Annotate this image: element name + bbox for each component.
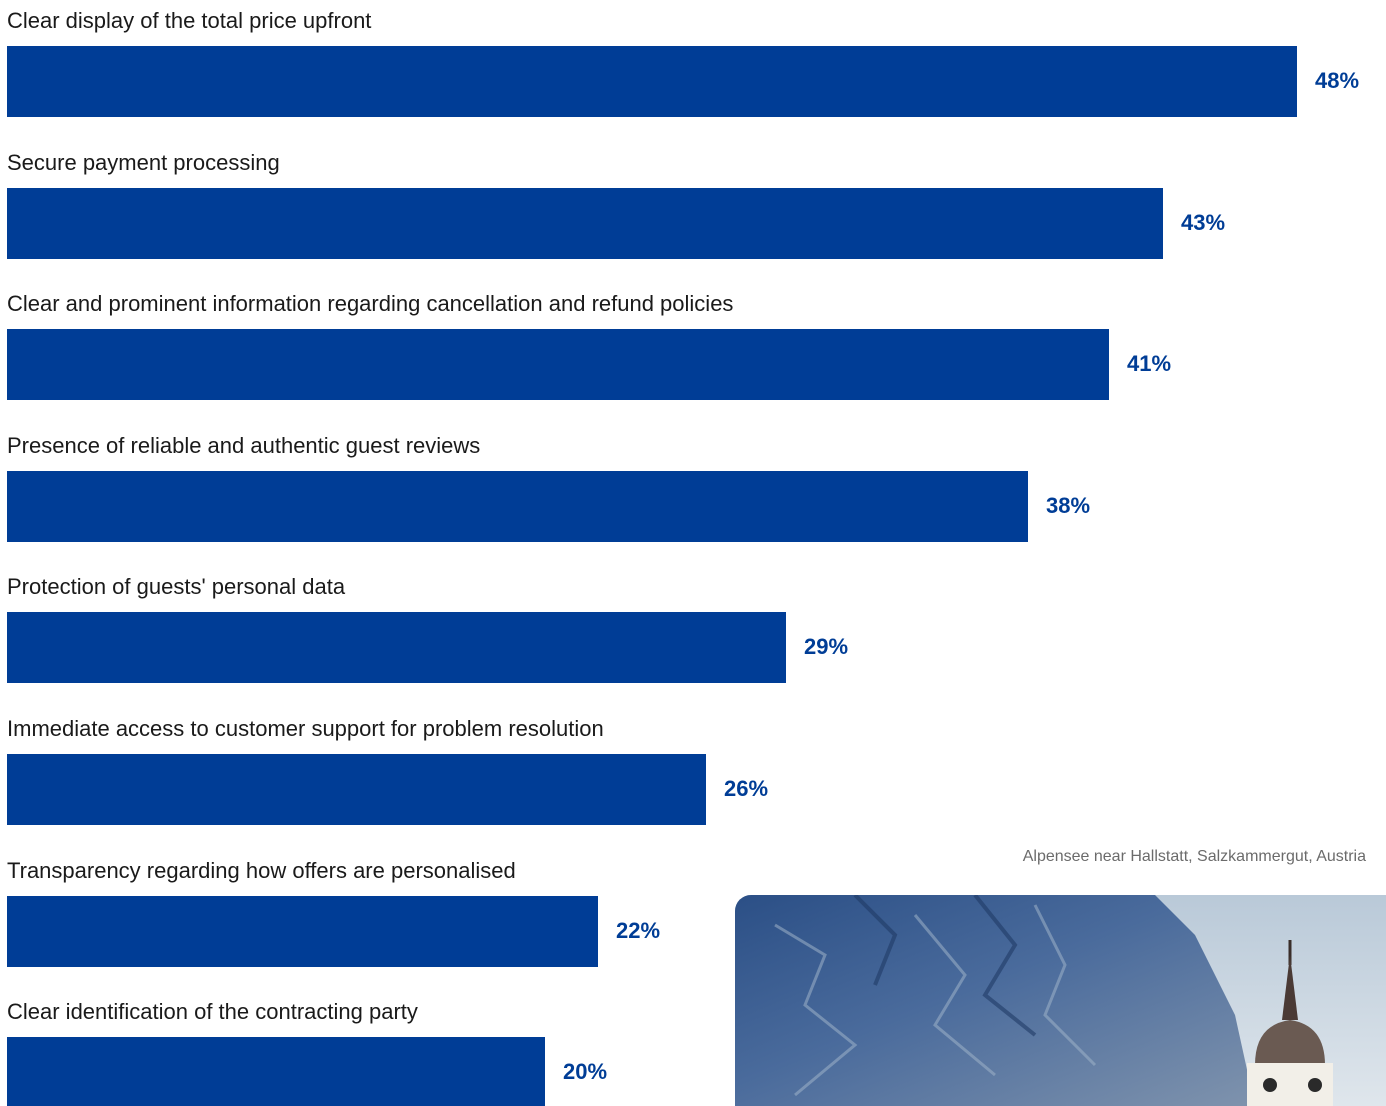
- church-tower: [1247, 940, 1333, 1106]
- bar: [7, 470, 1028, 542]
- alpine-photo-illustration: [735, 895, 1386, 1106]
- bar: [7, 754, 706, 825]
- bar-label: Immediate access to customer support for…: [7, 716, 604, 741]
- bar-label: Protection of guests' personal data: [7, 574, 346, 600]
- bar-label: Secure payment processing: [7, 149, 280, 175]
- value-label: 20%: [563, 1059, 608, 1085]
- bar-label: Presence of reliable and authentic guest…: [7, 432, 481, 458]
- value-label: 38%: [1046, 492, 1091, 518]
- bar: [7, 1037, 545, 1106]
- bar: [7, 612, 786, 684]
- alpine-photo: [735, 895, 1386, 1106]
- value-label: 41%: [1127, 351, 1172, 377]
- bar-label: Clear display of the total price upfront: [7, 8, 372, 33]
- bar: [7, 46, 1297, 117]
- bar-label: Transparency regarding how offers are pe…: [7, 857, 516, 883]
- bar: [7, 895, 598, 967]
- value-label: 29%: [804, 634, 849, 660]
- value-label: 22%: [616, 917, 661, 943]
- value-label: 48%: [1315, 68, 1360, 93]
- bar: [7, 187, 1163, 259]
- bar: [7, 329, 1109, 401]
- bar-label: Clear identification of the contracting …: [7, 999, 418, 1025]
- bar-label: Clear and prominent information regardin…: [7, 291, 734, 317]
- value-label: 43%: [1181, 209, 1226, 235]
- value-label: 26%: [724, 776, 769, 801]
- photo-caption: Alpensee near Hallstatt, Salzkammergut, …: [1022, 848, 1366, 865]
